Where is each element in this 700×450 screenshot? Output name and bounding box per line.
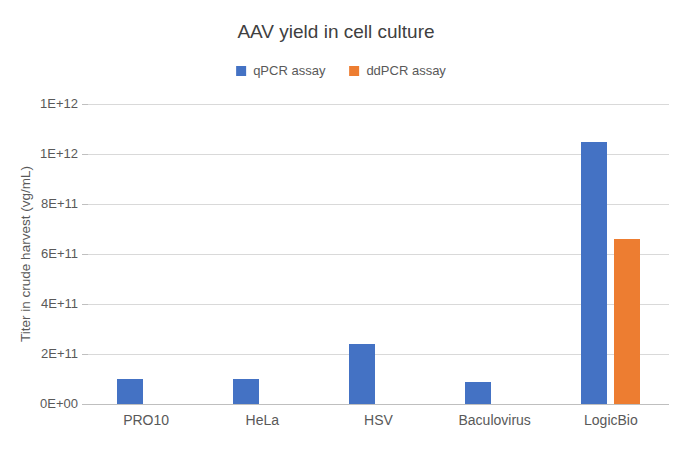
x-axis-category-label: Baculovirus [459, 412, 531, 428]
y-axis-tick-label: 0E+00 [23, 396, 78, 412]
y-axis-tick [82, 304, 88, 305]
y-axis-tick [82, 404, 88, 405]
chart-title: AAV yield in cell culture [237, 21, 434, 43]
x-axis-category-label: LogicBio [584, 412, 638, 428]
gridline [88, 104, 669, 105]
bar-ddpcr-logicbio [614, 239, 640, 404]
legend-swatch-qpcr [236, 66, 246, 76]
plot-area [88, 104, 669, 404]
y-axis-tick-label: 1E+12 [23, 146, 78, 162]
legend-item-qpcr: qPCR assay [236, 63, 325, 78]
y-axis-tick-label: 8E+11 [23, 196, 78, 212]
y-axis-tick-label: 1E+12 [23, 96, 78, 112]
bar-qpcr-logicbio [581, 142, 607, 405]
y-axis-tick-label: 4E+11 [23, 296, 78, 312]
x-axis-category-label: PRO10 [123, 412, 169, 428]
y-axis-tick [82, 204, 88, 205]
x-axis-category-label: HeLa [246, 412, 279, 428]
bar-chart: AAV yield in cell culture qPCR assay ddP… [0, 0, 700, 450]
y-axis-tick-label: 6E+11 [23, 246, 78, 262]
bar-qpcr-baculovirus [465, 382, 491, 405]
legend-item-ddpcr: ddPCR assay [349, 63, 445, 78]
y-axis-tick [82, 104, 88, 105]
x-axis-category-label: HSV [364, 412, 393, 428]
bar-qpcr-pro10 [117, 379, 143, 404]
legend-swatch-ddpcr [349, 66, 359, 76]
legend: qPCR assay ddPCR assay [236, 63, 446, 78]
bar-qpcr-hsv [349, 344, 375, 404]
x-axis-line [88, 404, 669, 405]
bar-qpcr-hela [233, 379, 259, 404]
y-axis-tick-label: 2E+11 [23, 346, 78, 362]
y-axis-tick [82, 354, 88, 355]
y-axis-tick [82, 254, 88, 255]
legend-label-ddpcr: ddPCR assay [366, 63, 445, 78]
y-axis-tick [82, 154, 88, 155]
legend-label-qpcr: qPCR assay [253, 63, 325, 78]
